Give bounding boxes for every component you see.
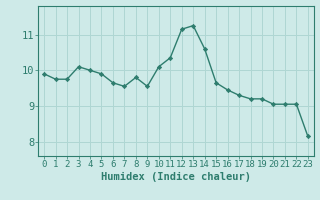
X-axis label: Humidex (Indice chaleur): Humidex (Indice chaleur) [101, 172, 251, 182]
